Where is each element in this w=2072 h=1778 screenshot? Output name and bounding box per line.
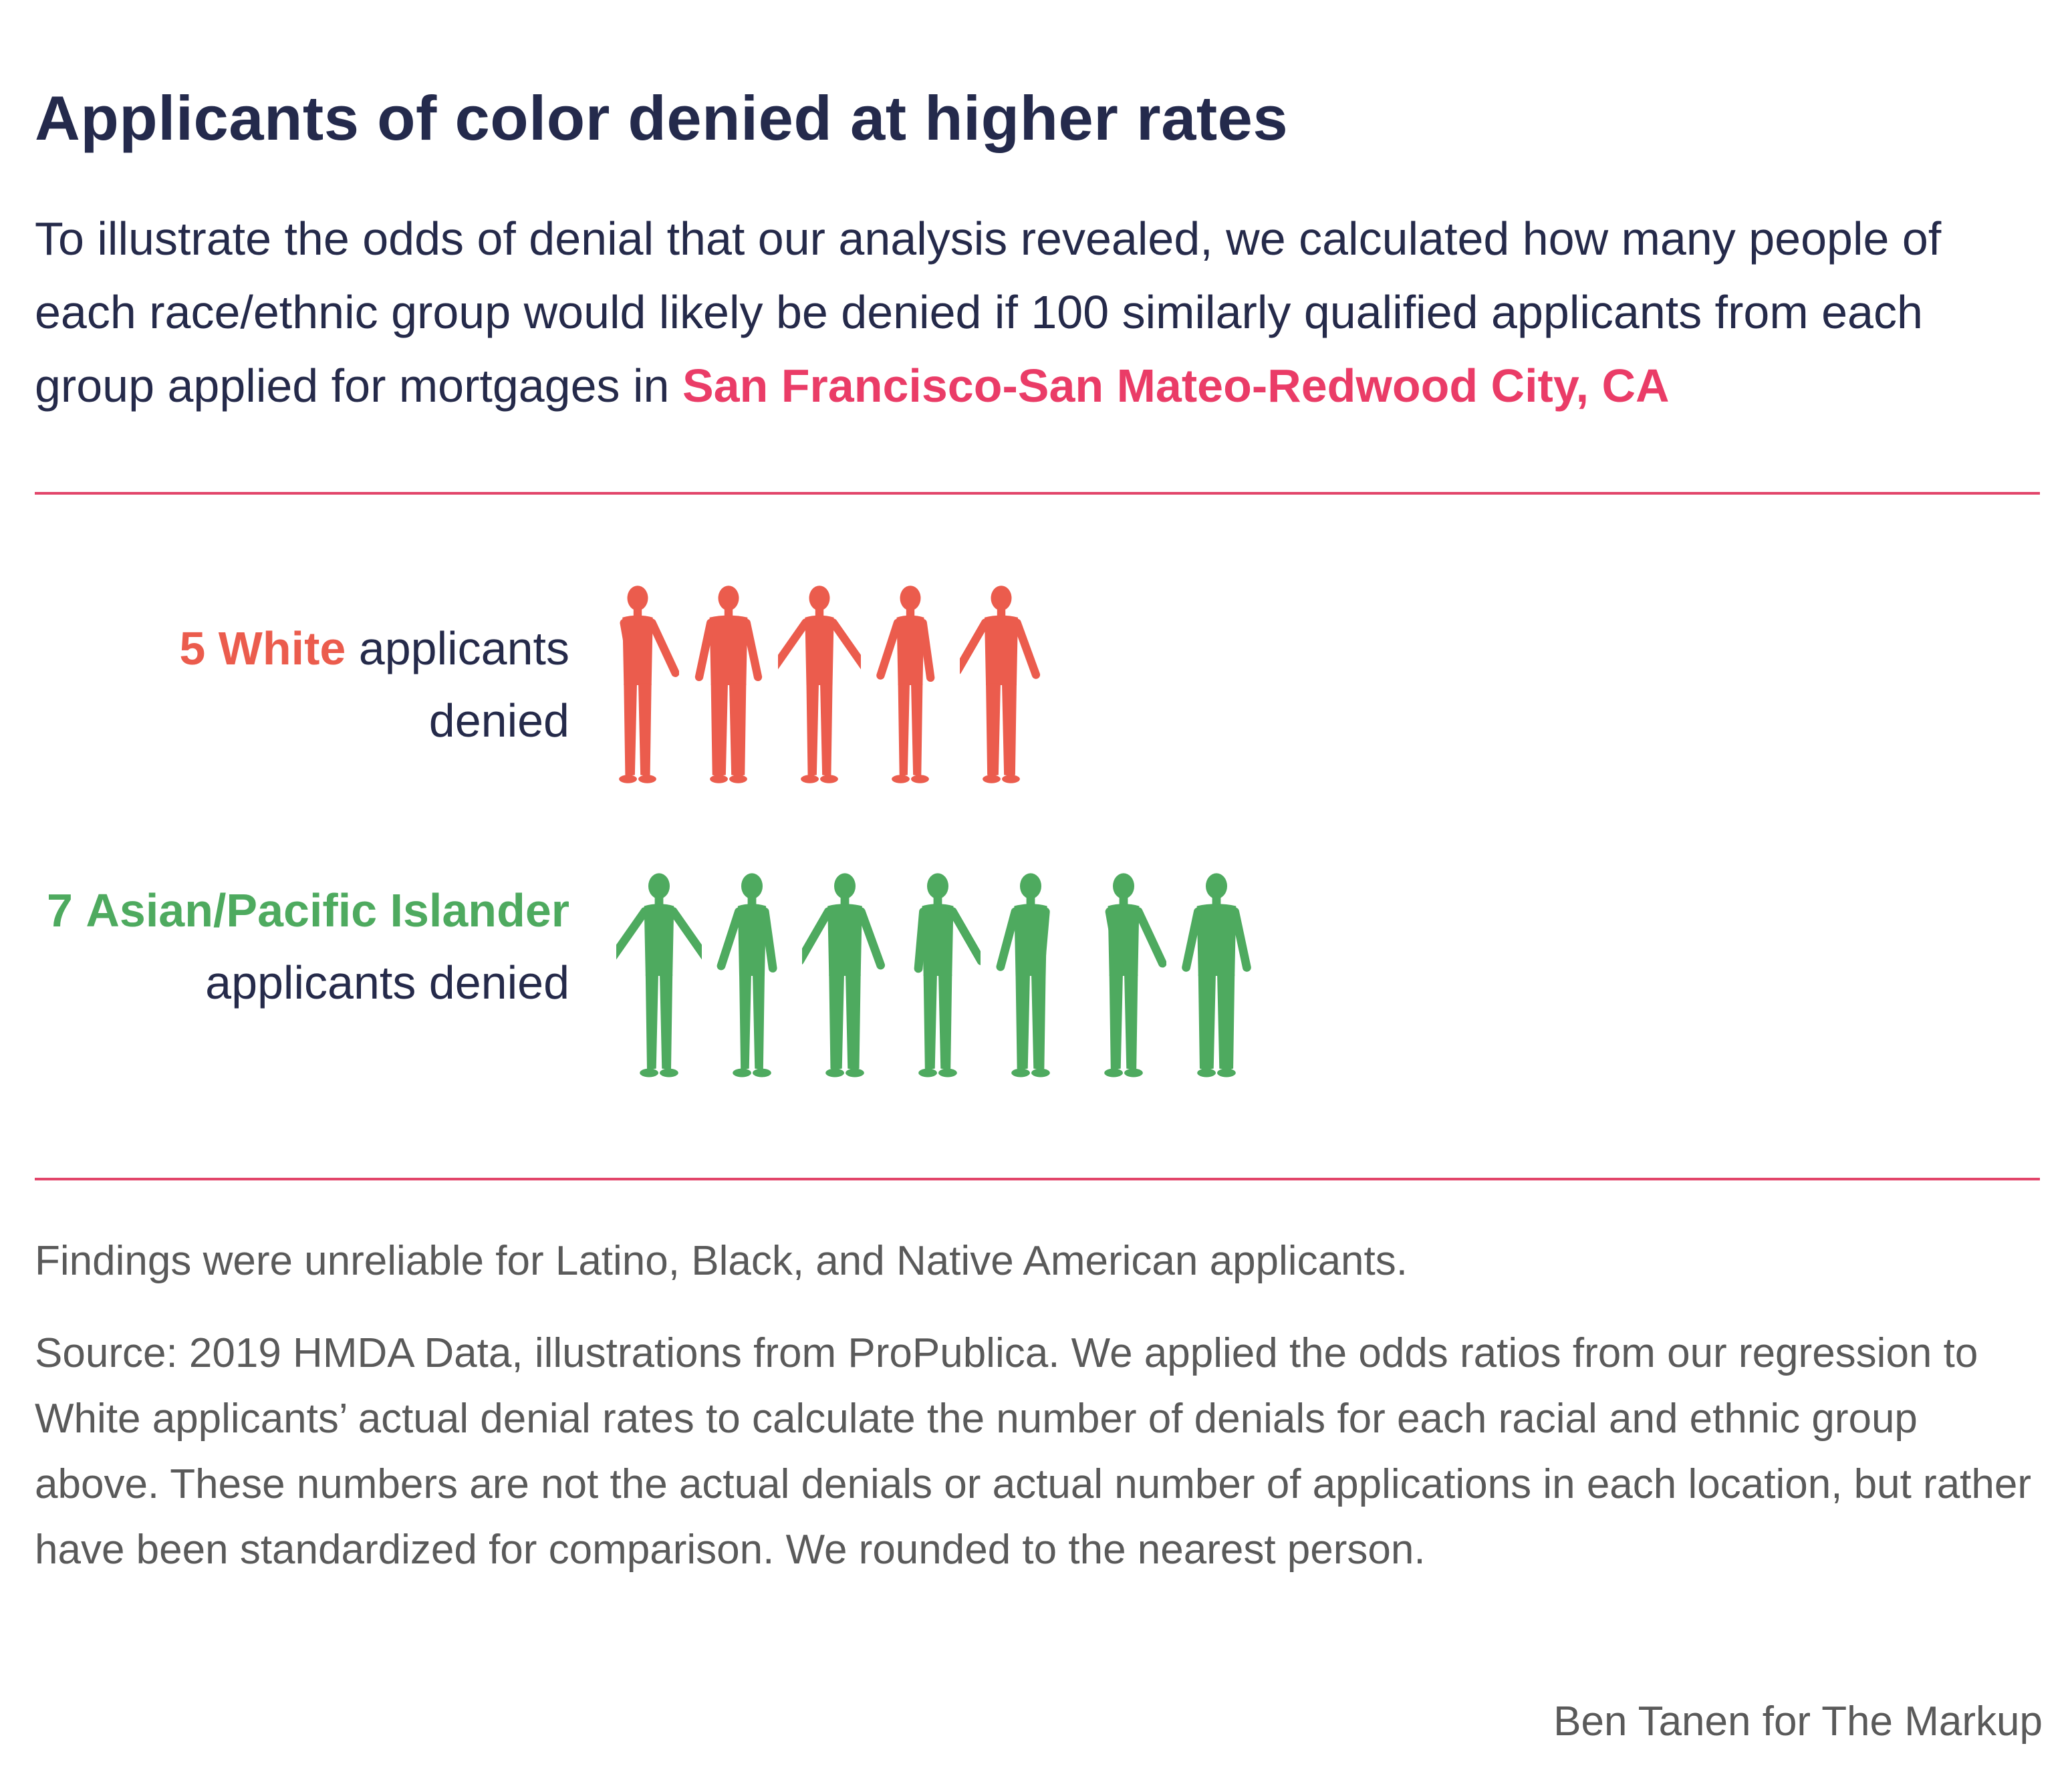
person-icon-asian-6 <box>1104 873 1167 1077</box>
person-icon-asian-3 <box>795 873 885 1077</box>
person-asian-7 <box>1174 869 1259 1086</box>
person-icon-asian-7 <box>1182 873 1251 1077</box>
person-white-2 <box>687 582 770 792</box>
chart-subtitle: To illustrate the odds of denial that ou… <box>35 202 2040 422</box>
person-icon-asian-4 <box>914 873 986 1077</box>
chart-title: Applicants of color denied at higher rat… <box>35 82 1289 153</box>
note-unreliable: Findings were unreliable for Latino, Bla… <box>35 1238 1408 1284</box>
person-icon-white-4 <box>876 586 935 783</box>
person-asian-6 <box>1081 869 1167 1086</box>
person-icon-white-5 <box>953 586 1041 783</box>
person-asian-2 <box>709 869 795 1086</box>
group-label-asian-suffix: applicants denied <box>205 957 569 1009</box>
top-divider <box>35 492 2040 495</box>
person-icon-asian-1 <box>608 873 710 1077</box>
person-asian-5 <box>988 869 1073 1086</box>
note-source: Source: 2019 HMDA Data, illustrations fr… <box>35 1330 2032 1573</box>
person-asian-1 <box>608 869 710 1086</box>
person-white-1 <box>596 582 680 792</box>
graphic-container: Applicants of color denied at higher rat… <box>35 0 2043 1778</box>
group-label-white-count: 5 <box>179 622 206 674</box>
person-white-3 <box>769 582 870 792</box>
group-label-white-name: White <box>218 622 346 674</box>
subtitle-text: To illustrate the odds of denial that ou… <box>35 213 1942 412</box>
person-asian-4 <box>895 869 986 1086</box>
group-label-asian: 7 Asian/Pacific Islander applicants deni… <box>35 874 569 1019</box>
group-label-white-suffix: applicants denied <box>358 622 569 747</box>
bottom-divider <box>35 1178 2040 1180</box>
group-label-asian-name: Asian/Pacific Islander <box>86 884 569 936</box>
person-white-5 <box>953 582 1043 792</box>
person-white-4 <box>869 582 952 792</box>
subtitle-place: San Francisco-San Mateo-Redwood City, CA <box>682 360 1670 412</box>
person-asian-3 <box>795 869 888 1086</box>
person-icon-asian-5 <box>996 873 1050 1077</box>
person-icon-asian-2 <box>717 873 777 1077</box>
person-icon-white-3 <box>769 586 870 783</box>
credit-line: Ben Tanen for The Markup <box>1553 1698 2043 1745</box>
group-label-white: 5 White applicants denied <box>35 612 569 757</box>
notes: Findings were unreliable for Latino, Bla… <box>35 1229 2040 1583</box>
person-icon-white-2 <box>694 586 763 783</box>
group-label-asian-count: 7 <box>46 884 73 936</box>
person-icon-white-1 <box>619 586 680 783</box>
